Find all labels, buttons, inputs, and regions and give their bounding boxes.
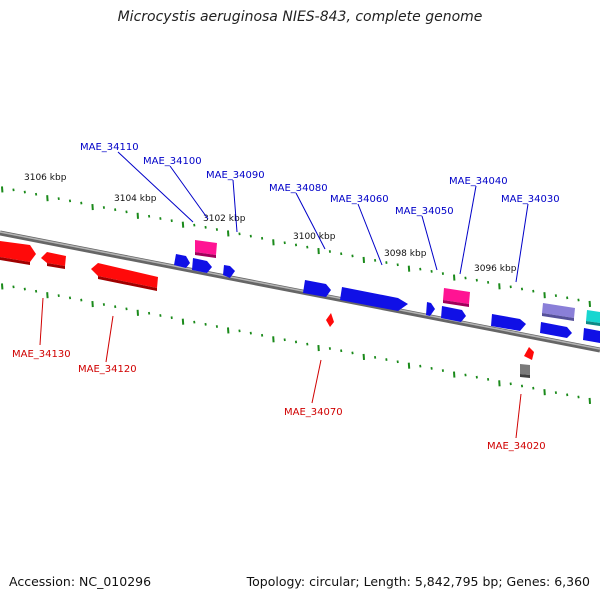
gene-arrow-mae-34100[interactable] — [174, 254, 190, 268]
scale-label-3096: 3096 kbp — [474, 264, 517, 274]
gene-label-mae-34080[interactable]: MAE_34080 — [269, 183, 328, 194]
gene-box-mae-34110[interactable] — [195, 240, 217, 255]
gene-box-lavender[interactable] — [542, 303, 575, 318]
gene-arrow-shadow — [586, 321, 600, 326]
gene-box-mae-34040[interactable] — [443, 288, 470, 304]
scale-label-3106: 3106 kbp — [24, 173, 67, 183]
gene-label-mae-34060[interactable]: MAE_34060 — [330, 194, 389, 205]
lower-scale-ticks — [1, 283, 591, 405]
gene-label-mae-34070[interactable]: MAE_34070 — [284, 407, 343, 418]
gene-arrow-mae-34120[interactable] — [91, 263, 158, 288]
gene-arrow-mae-34030[interactable] — [491, 314, 526, 331]
scale-label-3098: 3098 kbp — [384, 249, 427, 259]
topology-text: Topology: circular; Length: 5,842,795 bp… — [246, 574, 590, 589]
gene-arrow-shadow — [443, 300, 469, 307]
forward-strand-genes — [174, 240, 600, 378]
gene-arrow-mae-34010[interactable] — [583, 328, 600, 343]
genome-backbone — [0, 230, 600, 353]
gene-arrow-shadow — [520, 374, 530, 378]
bottom-leader-lines — [39, 297, 522, 439]
genome-backbone-highlight — [0, 231, 600, 350]
gene-arrow-mae-34060[interactable] — [340, 287, 408, 311]
gene-arrow-mae-34090[interactable] — [223, 265, 235, 278]
gene-arrow-mae-34025[interactable] — [540, 322, 572, 338]
gene-label-mae-34040[interactable]: MAE_34040 — [449, 176, 508, 187]
gene-arrow-shadow — [0, 257, 30, 265]
gene-label-mae-34130[interactable]: MAE_34130 — [12, 349, 71, 360]
reverse-strand-genes — [0, 241, 534, 360]
accession-text: Accession: NC_010296 — [9, 574, 152, 589]
scale-label-3102: 3102 kbp — [203, 214, 246, 224]
gene-arrow-mae-34020[interactable] — [524, 347, 534, 360]
gene-arrow-mae-34055[interactable] — [426, 302, 435, 316]
gene-arrow-mae-34080[interactable] — [303, 280, 331, 297]
gene-label-mae-34020[interactable]: MAE_34020 — [487, 441, 546, 452]
gene-label-mae-34090[interactable]: MAE_34090 — [206, 170, 265, 181]
gene-arrow-shadow — [98, 276, 157, 291]
gene-label-mae-34050[interactable]: MAE_34050 — [395, 206, 454, 217]
gene-arrow-shadow — [47, 263, 65, 269]
gene-arrow-mae-34140[interactable] — [0, 241, 36, 262]
gene-arrow-shadow — [195, 252, 216, 258]
gene-arrow-mae-34070[interactable] — [326, 313, 334, 327]
gene-box-cyan[interactable] — [586, 310, 600, 323]
map-title: Microcystis aeruginosa NIES-843, complet… — [117, 9, 483, 25]
scale-label-3104: 3104 kbp — [114, 194, 157, 204]
gene-arrow-mae-34095[interactable] — [192, 258, 212, 273]
gene-label-mae-34110[interactable]: MAE_34110 — [80, 142, 139, 153]
gene-box-gray[interactable] — [520, 364, 530, 375]
gene-arrow-mae-34130[interactable] — [41, 252, 66, 266]
gene-label-mae-34100[interactable]: MAE_34100 — [143, 156, 202, 167]
scale-label-3100: 3100 kbp — [293, 232, 336, 242]
gene-arrow-mae-34050[interactable] — [441, 306, 466, 322]
gene-arrow-shadow — [542, 313, 574, 321]
upper-scale-ticks — [1, 186, 591, 308]
gene-label-mae-34120[interactable]: MAE_34120 — [78, 364, 137, 375]
top-leader-lines — [117, 151, 529, 283]
gene-label-mae-34030[interactable]: MAE_34030 — [501, 194, 560, 205]
